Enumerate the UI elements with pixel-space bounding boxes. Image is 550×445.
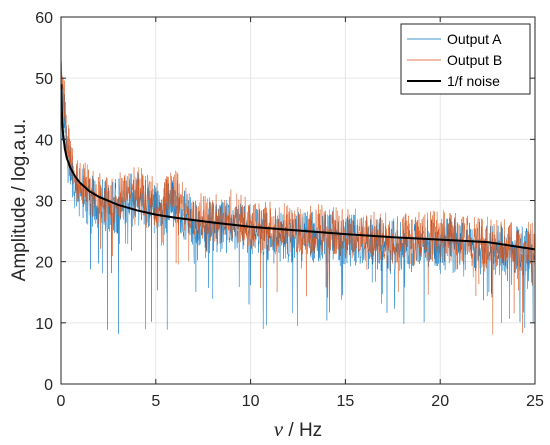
x-tick-label: 0: [57, 393, 66, 410]
x-axis-symbol: ν: [274, 417, 284, 441]
x-tick-label: 25: [526, 393, 544, 410]
series-layer: [60, 61, 536, 335]
series-line-1-f-noise: [60, 84, 536, 251]
x-tick-label: 10: [242, 393, 260, 410]
legend-label: Output A: [447, 31, 502, 47]
legend: Output A Output B 1/f noise: [400, 23, 531, 95]
y-tick-label: 50: [35, 71, 53, 88]
y-tick-label: 20: [35, 255, 53, 272]
axis-ticks: 0 5 10 15 20 25 0 10 20 30 40 50 60: [35, 10, 544, 410]
x-axis-unit: / Hz: [283, 420, 322, 441]
y-axis-title: Amplitude / log.a.u.: [9, 119, 30, 282]
y-tick-label: 0: [44, 377, 53, 394]
legend-box: [400, 23, 531, 95]
legend-label: 1/f noise: [447, 73, 500, 89]
x-tick-label: 20: [431, 393, 449, 410]
y-tick-label: 10: [35, 316, 53, 333]
series-line-output-b: [60, 61, 536, 335]
x-axis-title: ν / Hz: [274, 417, 322, 441]
x-tick-label: 5: [151, 393, 160, 410]
legend-label: Output B: [447, 52, 502, 68]
y-tick-label: 40: [35, 132, 53, 149]
y-tick-label: 60: [35, 10, 53, 27]
x-tick-label: 15: [337, 393, 355, 410]
y-tick-label: 30: [35, 194, 53, 211]
